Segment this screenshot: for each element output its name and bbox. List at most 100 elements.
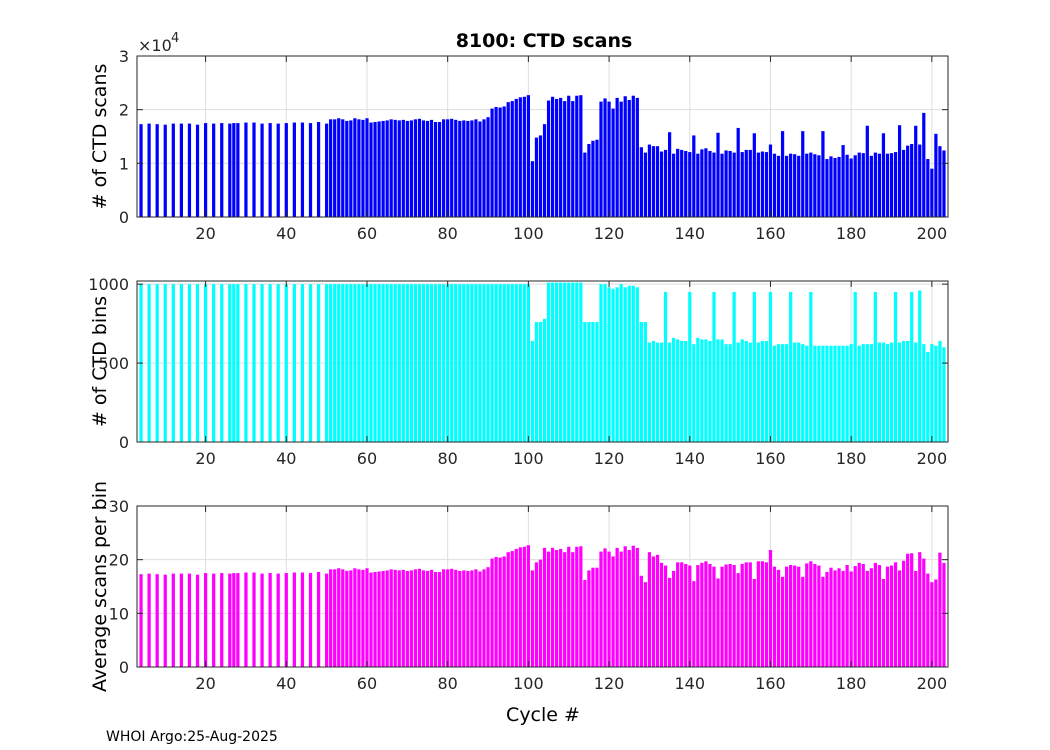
avg-bar (716, 578, 720, 667)
avg-bar (437, 572, 442, 667)
avg-bar (482, 569, 486, 667)
avg-bar (861, 563, 865, 667)
bins-x-tick-label: 160 (755, 449, 786, 468)
avg-bar (498, 557, 502, 667)
scans-bar (853, 155, 857, 217)
scans-bar (627, 100, 631, 217)
bins-bar (845, 345, 849, 442)
avg-bar (377, 571, 381, 667)
scans-x-tick-label: 20 (195, 224, 215, 243)
scans-bar (466, 120, 470, 217)
avg-bar (918, 552, 922, 667)
avg-bar (333, 569, 337, 667)
avg-bar (724, 564, 728, 667)
avg-bar (268, 573, 272, 667)
scans-bar (252, 122, 256, 217)
scans-axes-frame (136, 55, 949, 218)
bins-bar (659, 342, 664, 442)
scans-bar (635, 97, 639, 217)
bins-bar (748, 342, 752, 442)
scans-bar (220, 123, 224, 217)
bins-bar (276, 284, 280, 442)
bins-bar (389, 284, 393, 442)
scans-y-tick-label: 3 (119, 47, 129, 66)
bins-bar (393, 284, 397, 442)
avg-bar (902, 560, 906, 667)
scans-bar (897, 125, 902, 217)
avg-bar (369, 572, 373, 667)
avg-bar (938, 552, 942, 667)
avg-bar (684, 563, 688, 667)
y-exponent-power: 4 (171, 31, 179, 46)
avg-bar (187, 573, 192, 667)
bins-bar (550, 282, 555, 442)
scans-bar (228, 123, 232, 217)
avg-bar (809, 561, 813, 667)
bins-x-tick-label: 20 (195, 449, 215, 468)
avg-bar (171, 573, 175, 667)
bins-bar (228, 284, 232, 442)
bins-bar (450, 284, 454, 442)
scans-bar (740, 152, 744, 217)
bins-bar (571, 282, 575, 442)
avg-bar (385, 570, 389, 667)
scans-bar (801, 131, 805, 217)
scans-bar (663, 149, 668, 217)
bins-bar (688, 292, 692, 442)
scans-bar (833, 157, 837, 217)
scans-bar (934, 133, 938, 217)
avg-bar (446, 569, 450, 667)
avg-bar (502, 556, 506, 667)
avg-bar (337, 568, 341, 667)
bins-bar (619, 284, 623, 442)
bins-bar (587, 322, 591, 442)
bins-bar (466, 284, 470, 442)
avg-bar (316, 572, 321, 667)
scans-bar (381, 120, 385, 217)
scans-bar (203, 123, 208, 217)
avg-bar (341, 569, 345, 667)
bins-bar (885, 344, 890, 442)
chart-title: 8100: CTD scans (456, 30, 633, 52)
scans-bar (696, 153, 700, 217)
avg-bar (817, 565, 821, 667)
avg-bar (829, 567, 833, 667)
avg-bar (361, 569, 365, 667)
avg-bar (599, 551, 603, 667)
bins-bar (817, 345, 821, 442)
bins-bar (833, 345, 837, 442)
bins-x-tick-label: 120 (594, 449, 625, 468)
avg-x-tick-label: 40 (276, 674, 296, 693)
bins-bar (514, 284, 518, 442)
scans-bar (926, 159, 930, 217)
scans-bar (236, 123, 240, 217)
scans-bar (708, 150, 712, 217)
avg-bar (389, 569, 393, 667)
avg-bar (522, 546, 526, 667)
scans-bar (260, 123, 264, 217)
bins-bar (922, 344, 926, 442)
scans-bar (768, 144, 773, 217)
bins-bar (559, 282, 563, 442)
avg-bar (417, 568, 422, 667)
bins-bar (700, 339, 704, 442)
avg-bar (466, 570, 470, 667)
scans-bar (865, 125, 869, 217)
avg-bar (450, 568, 454, 667)
bins-bar (881, 342, 886, 442)
scans-bar (563, 101, 567, 217)
bins-bar (195, 284, 200, 442)
bins-bar (349, 284, 353, 442)
bins-bar (930, 344, 934, 442)
bins-bar (764, 340, 769, 442)
avg-bar (276, 573, 280, 667)
bins-bar (712, 292, 716, 442)
scans-bar (760, 151, 765, 217)
avg-bar (474, 569, 478, 667)
scans-x-tick-label: 160 (755, 224, 786, 243)
bins-bar (292, 284, 296, 442)
scans-bar (546, 100, 551, 217)
bins-bar (615, 287, 619, 442)
scans-x-tick-label: 40 (276, 224, 296, 243)
bins-bar (542, 318, 547, 442)
